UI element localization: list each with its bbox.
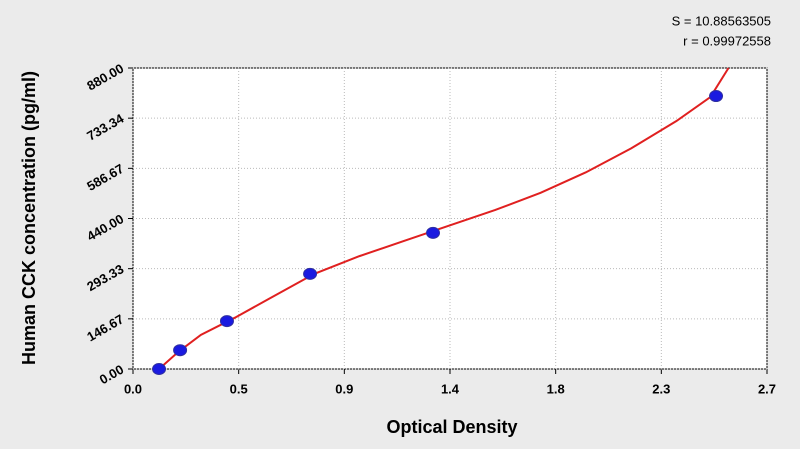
x-tick-label: 1.8: [547, 381, 565, 396]
annotation: S = 10.88563505: [672, 13, 771, 28]
data-point: [173, 344, 188, 357]
x-tick-label: 0.9: [335, 381, 353, 396]
x-tick-label: 0.5: [230, 381, 248, 396]
data-point: [426, 226, 441, 239]
x-tick-label: 2.7: [758, 381, 776, 396]
data-point: [303, 267, 318, 280]
annotation: r = 0.99972558: [683, 33, 771, 48]
x-tick-label: 2.3: [652, 381, 670, 396]
data-point: [219, 315, 234, 328]
x-axis-title: Optical Density: [386, 417, 517, 437]
x-tick-label: 1.4: [441, 381, 460, 396]
y-axis-title: Human CCK concentration (pg/ml): [19, 71, 39, 365]
x-tick-label: 0.0: [124, 381, 142, 396]
data-point: [152, 363, 167, 375]
data-point: [709, 90, 724, 103]
